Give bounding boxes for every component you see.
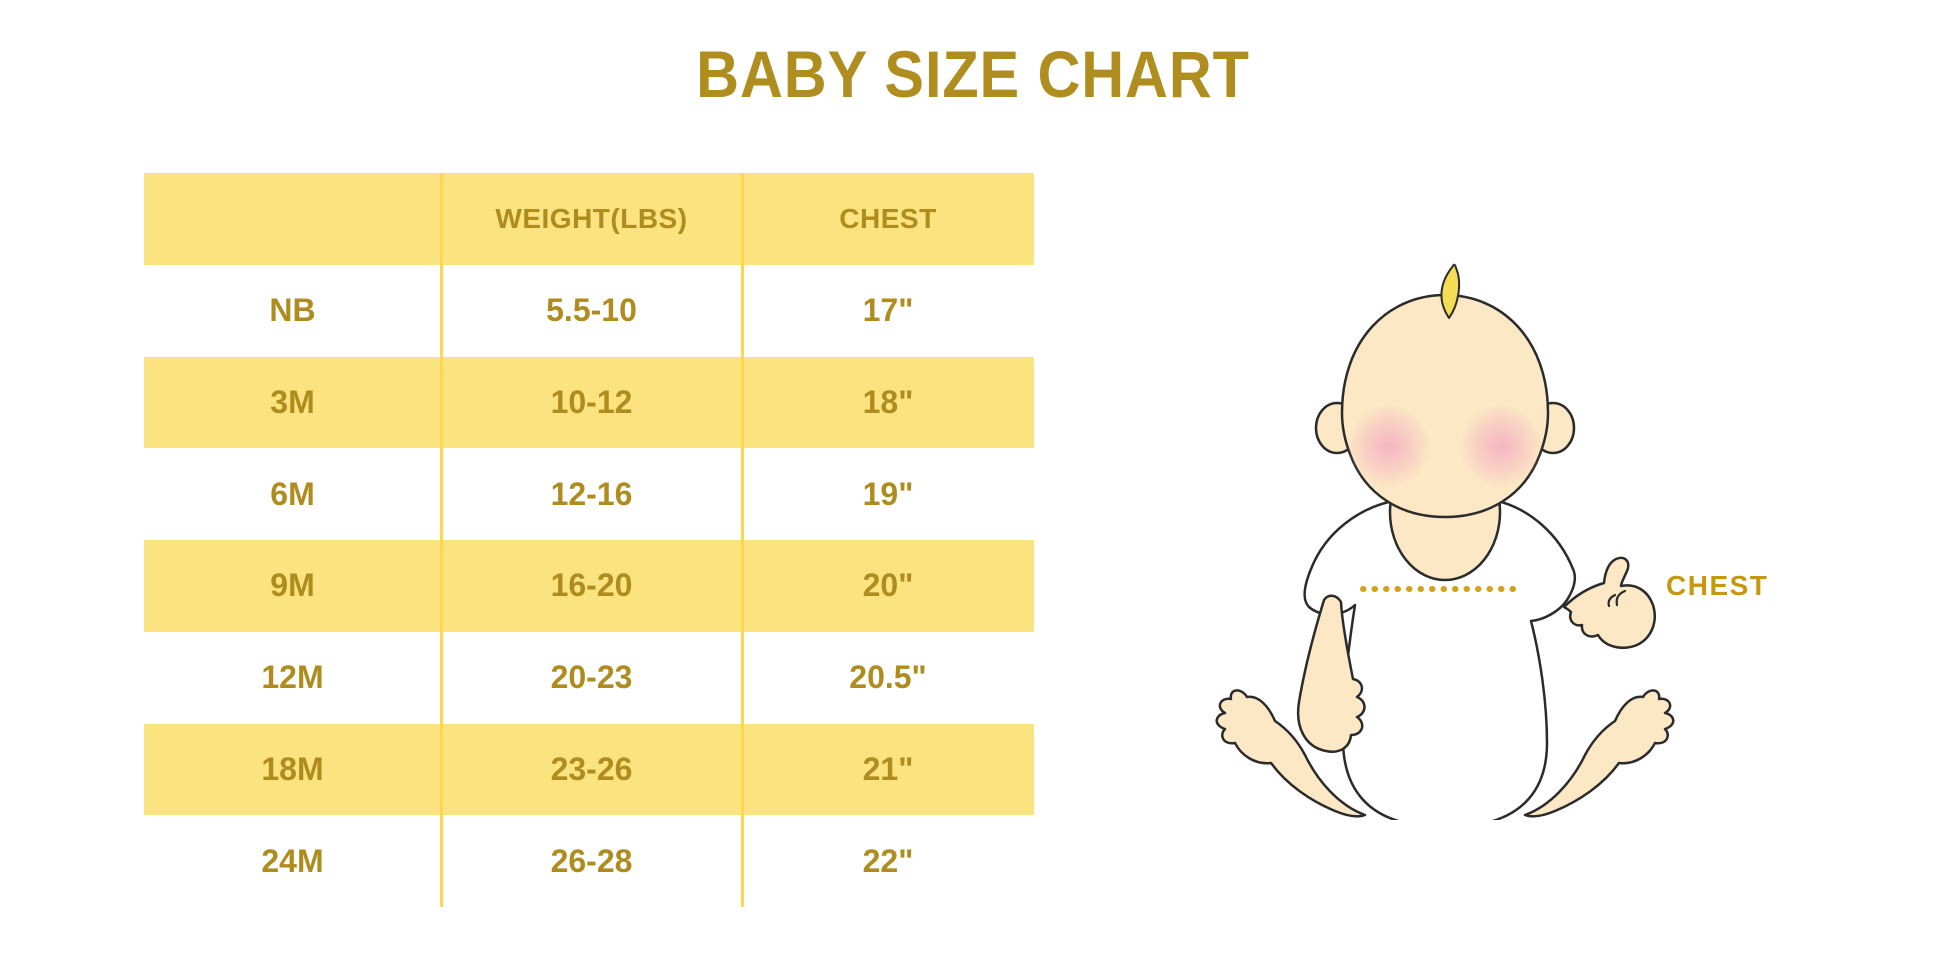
chest-cell: 22" xyxy=(862,842,914,879)
baby-hair-curl xyxy=(1440,263,1461,319)
chest-cell: 19" xyxy=(862,475,914,512)
size-cell: 6M xyxy=(270,475,315,512)
table-row-24m: 24M 26-28 22" xyxy=(144,815,1034,907)
page-title: BABY SIZE CHART xyxy=(696,37,1250,111)
chest-cell: 21" xyxy=(862,750,914,787)
header-cell-weight: WEIGHT(LBS) xyxy=(495,202,688,234)
table-row-12m: 12M 20-23 20.5" xyxy=(144,632,1034,724)
table-row-9m: 9M 16-20 20" xyxy=(144,540,1034,632)
table-row-6m: 6M 12-16 19" xyxy=(144,448,1034,540)
weight-cell: 5.5-10 xyxy=(546,292,637,329)
column-divider-1 xyxy=(440,173,443,907)
size-cell: 9M xyxy=(270,567,315,604)
weight-cell: 10-12 xyxy=(550,383,633,420)
size-cell: NB xyxy=(269,292,316,329)
chest-cell: 17" xyxy=(862,292,914,329)
size-cell: 3M xyxy=(270,383,315,420)
chest-cell: 18" xyxy=(862,383,914,420)
chest-cell: 20" xyxy=(862,567,914,604)
table-header-row: WEIGHT(LBS) CHEST xyxy=(144,173,1034,265)
chest-cell: 20.5" xyxy=(849,659,927,696)
baby-left-arm xyxy=(1296,594,1366,753)
size-table: WEIGHT(LBS) CHEST NB 5.5-10 17" 3M 10-12… xyxy=(144,173,1034,907)
table-row-18m: 18M 23-26 21" xyxy=(144,723,1034,816)
baby-right-leg xyxy=(1523,689,1675,818)
baby-right-blush xyxy=(1459,404,1543,488)
baby-left-blush xyxy=(1347,404,1431,488)
header-cell-size xyxy=(144,173,441,265)
size-cell: 18M xyxy=(261,750,324,787)
size-cell: 12M xyxy=(261,659,324,696)
table-row-3m: 3M 10-12 18" xyxy=(144,356,1034,449)
baby-sitting-icon xyxy=(1215,263,1675,829)
column-divider-2 xyxy=(741,173,744,907)
weight-cell: 26-28 xyxy=(550,842,633,879)
table-row-nb: NB 5.5-10 17" xyxy=(144,265,1034,357)
weight-cell: 12-16 xyxy=(550,475,633,512)
baby-illustration xyxy=(1210,250,1680,829)
weight-cell: 16-20 xyxy=(550,567,633,604)
baby-left-leg xyxy=(1215,689,1367,818)
weight-cell: 20-23 xyxy=(550,659,633,696)
weight-cell: 23-26 xyxy=(550,750,633,787)
size-cell: 24M xyxy=(261,842,324,879)
chest-label: CHEST xyxy=(1666,570,1769,601)
baby-fist-knuckle-lines xyxy=(1607,589,1627,608)
header-cell-chest: CHEST xyxy=(839,202,937,234)
